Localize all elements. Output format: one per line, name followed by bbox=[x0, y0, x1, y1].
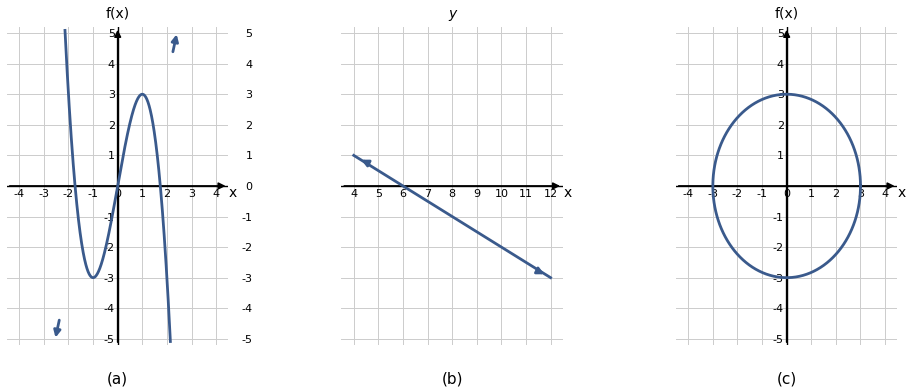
Text: (b): (b) bbox=[442, 371, 463, 386]
Text: y: y bbox=[448, 7, 456, 21]
Text: f(x): f(x) bbox=[105, 7, 130, 21]
X-axis label: x: x bbox=[564, 186, 572, 200]
Text: f(x): f(x) bbox=[774, 7, 799, 21]
Text: (c): (c) bbox=[776, 371, 797, 386]
Text: (a): (a) bbox=[107, 371, 128, 386]
X-axis label: x: x bbox=[229, 186, 237, 200]
X-axis label: x: x bbox=[898, 186, 906, 200]
